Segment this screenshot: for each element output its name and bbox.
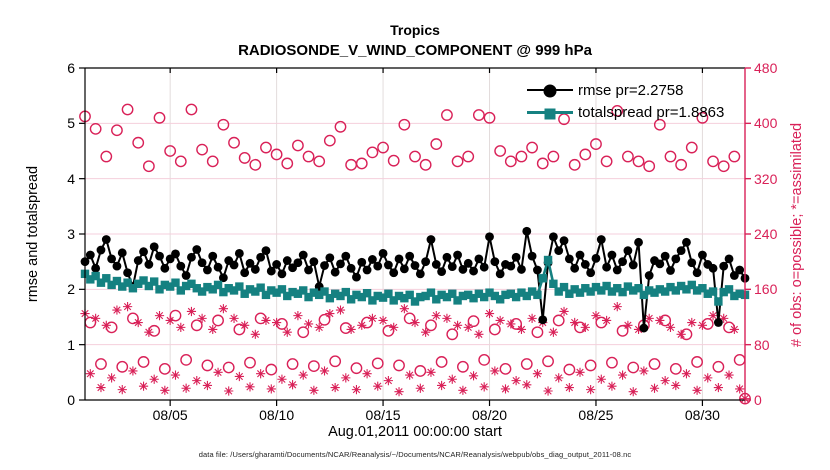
y-axis-left-tick: 0 — [67, 392, 75, 408]
rmse-line-sample — [527, 84, 573, 98]
chart-title-variable: RADIOSONDE_V_WIND_COMPONENT @ 999 hPa — [238, 42, 592, 59]
y-axis-left-tick: 5 — [67, 115, 75, 132]
x-axis-tick: 08/25 — [578, 407, 614, 423]
left-axis-label: rmse and totalspread — [25, 165, 41, 303]
totalspread-marker-icon — [544, 108, 556, 119]
y-axis-right-tick: 160 — [754, 281, 778, 298]
x-axis-tick: 08/10 — [259, 407, 295, 423]
chart-title: Tropics RADIOSONDE_V_WIND_COMPONENT @ 99… — [85, 20, 745, 62]
right-axis-label: # of obs: o=possible; *=assimilated — [789, 122, 805, 348]
rmse-marker-icon — [543, 84, 557, 98]
y-axis-right-tick: 400 — [754, 115, 778, 132]
y-axis-right-tick: 480 — [754, 60, 778, 76]
x-axis-tick: 08/20 — [471, 407, 508, 423]
x-axis-tick: 08/15 — [365, 407, 401, 423]
x-axis-tick: 08/30 — [684, 407, 720, 423]
y-axis-left-tick: 6 — [67, 60, 75, 76]
y-axis-right-tick: 0 — [754, 392, 762, 408]
y-axis-right-tick: 80 — [754, 336, 770, 353]
legend-label-rmse: rmse pr=2.2758 — [578, 81, 684, 99]
x-axis-tick: 08/05 — [152, 407, 188, 423]
legend-item-rmse: rmse pr=2.2758 — [527, 79, 724, 101]
y-axis-left-tick: 3 — [67, 226, 75, 242]
y-axis-right-tick: 320 — [754, 170, 778, 187]
legend-item-totalspread: totalspread pr=1.8863 — [527, 101, 724, 123]
x-axis-label: Aug.01,2011 00:00:00 start — [328, 424, 502, 440]
legend: rmse pr=2.2758 totalspread pr=1.8863 — [527, 79, 724, 123]
y-axis-left-tick: 1 — [67, 336, 75, 353]
legend-label-totalspread: totalspread pr=1.8863 — [578, 103, 725, 121]
y-axis-right-tick: 240 — [754, 226, 778, 242]
datafile-caption: data file: /Users/gharamti/Documents/NCA… — [198, 450, 632, 459]
chart-title-region: Tropics — [390, 22, 440, 38]
y-axis-left-tick: 4 — [67, 170, 75, 187]
y-axis-left-tick: 2 — [67, 281, 75, 298]
totalspread-line-sample — [527, 108, 573, 119]
